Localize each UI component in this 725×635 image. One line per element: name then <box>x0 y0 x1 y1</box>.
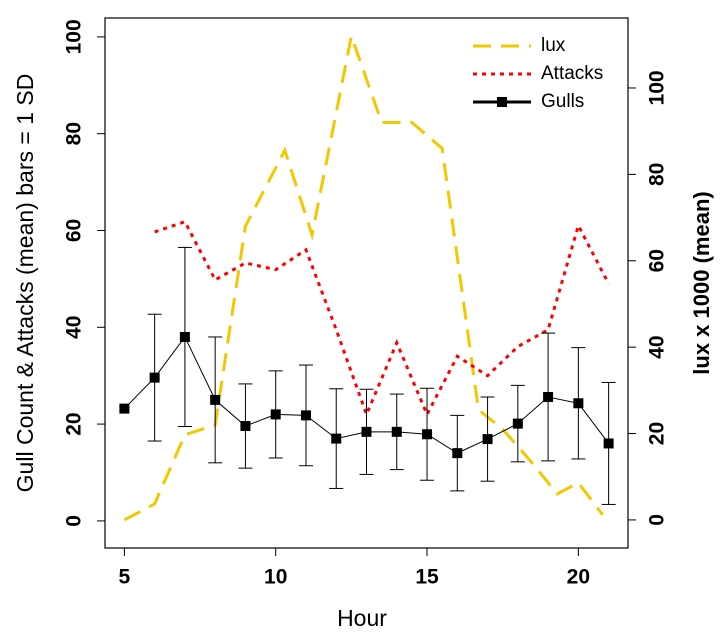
y-tick-label: 40 <box>63 316 86 339</box>
y2-tick-label: 80 <box>646 163 669 186</box>
y-tick-label: 20 <box>63 412 86 435</box>
y-tick-label: 80 <box>63 122 86 145</box>
point <box>119 403 130 414</box>
point <box>573 398 584 409</box>
y-tick-label: 0 <box>63 515 86 527</box>
point <box>512 418 523 429</box>
y2-tick-label: 0 <box>646 514 669 526</box>
y-tick-label: 60 <box>63 219 86 242</box>
series-line <box>154 219 610 419</box>
x-axis-label: Hour <box>337 605 387 631</box>
point <box>603 438 614 449</box>
point <box>422 429 433 440</box>
legend-label: lux <box>541 35 566 56</box>
point <box>391 426 402 437</box>
point <box>210 394 221 405</box>
y2-tick-label: 100 <box>646 70 669 105</box>
legend-label: Attacks <box>541 63 603 84</box>
x-tick-label: 5 <box>119 566 131 589</box>
y2-tick-label: 40 <box>646 335 669 358</box>
point <box>452 448 463 459</box>
point <box>179 331 190 342</box>
x-tick-label: 15 <box>415 566 439 589</box>
y2-tick-label: 20 <box>646 422 669 445</box>
series-line <box>123 30 604 522</box>
y-tick-label: 100 <box>63 19 86 54</box>
x-tick-label: 10 <box>264 566 287 589</box>
point <box>300 410 311 421</box>
y2-axis-label: lux x 1000 (mean) <box>689 191 714 374</box>
y-axis-label: Gull Count & Attacks (mean) bars = 1 SD <box>12 74 38 493</box>
point <box>270 409 281 420</box>
point <box>331 433 342 444</box>
point <box>361 426 372 437</box>
point <box>543 391 554 402</box>
legend-label: Gulls <box>541 91 584 112</box>
point <box>240 421 251 432</box>
legend-marker <box>497 97 507 107</box>
point <box>149 372 160 383</box>
x-tick-label: 20 <box>567 566 590 589</box>
y2-tick-label: 60 <box>646 249 669 272</box>
point <box>482 434 493 445</box>
